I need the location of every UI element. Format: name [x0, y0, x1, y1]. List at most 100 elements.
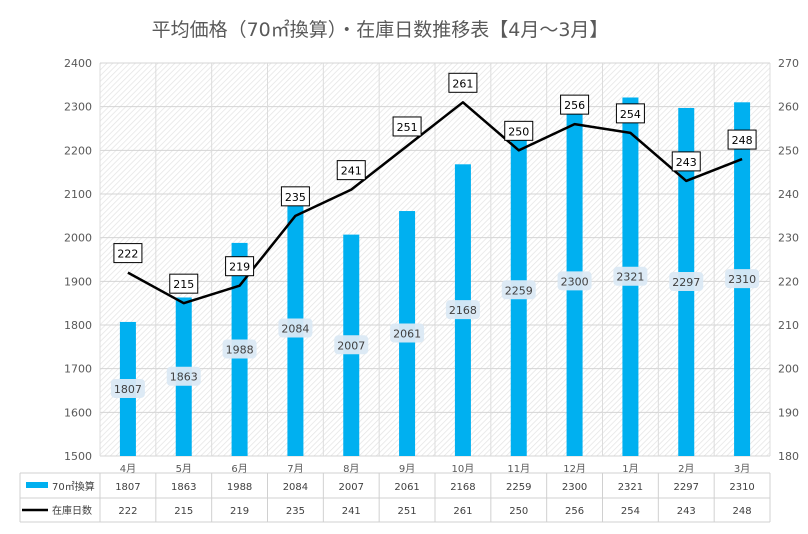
bar-value-label: 2084 — [281, 322, 309, 335]
line-value-label: 243 — [676, 156, 697, 169]
line-label-box — [113, 243, 143, 264]
line-label-box — [392, 116, 422, 137]
legend-label: 在庫日数 — [52, 504, 92, 517]
line-label-box — [560, 94, 590, 115]
bar-label-bg — [557, 271, 592, 291]
legend-key-bar — [26, 482, 48, 488]
line-value-label: 254 — [620, 108, 641, 121]
y-left-tick: 1600 — [64, 406, 92, 419]
bar-value-label: 2168 — [449, 304, 477, 317]
bar-label-bg — [334, 335, 369, 355]
table-cell: 2300 — [562, 482, 587, 493]
table-cell: 2061 — [394, 482, 419, 493]
x-tick-label: 11月 — [507, 463, 530, 475]
line-label-box — [727, 129, 757, 150]
line-label-box — [280, 186, 310, 207]
x-tick-label: 3月 — [734, 463, 750, 475]
legend-label: 70㎡換算 — [52, 480, 95, 493]
bar-label-bg — [445, 300, 480, 320]
y-right-tick: 210 — [778, 319, 799, 332]
table-cell: 215 — [174, 506, 193, 517]
bar-value-label: 2297 — [672, 276, 700, 289]
line-label-box — [336, 160, 366, 181]
x-tick-label: 6月 — [231, 463, 247, 475]
bar-value-label: 2300 — [561, 275, 589, 288]
line-value-label: 219 — [229, 261, 250, 274]
table-cell: 2259 — [506, 482, 531, 493]
line-series — [127, 101, 743, 305]
x-tick-label: 7月 — [287, 463, 303, 475]
x-tick-label: 5月 — [176, 463, 192, 475]
y-left-tick: 1700 — [64, 363, 92, 376]
y-right-tick: 220 — [778, 275, 799, 288]
y-right-tick: 200 — [778, 363, 799, 376]
y-left-tick: 1500 — [64, 450, 92, 463]
bar-value-label: 1988 — [226, 343, 254, 356]
y-left-tick: 2200 — [64, 144, 92, 157]
y-right-tick: 240 — [778, 188, 799, 201]
bar-value-label: 2321 — [616, 271, 644, 284]
bar-label-bg — [613, 266, 648, 286]
bar-label-bg — [501, 280, 536, 300]
table-cell: 251 — [398, 506, 417, 517]
table-cell: 235 — [286, 506, 305, 517]
bar-label-bg — [110, 378, 145, 398]
table-cell: 2168 — [450, 482, 475, 493]
bar-value-label: 2259 — [505, 284, 533, 297]
line-value-label: 215 — [173, 278, 194, 291]
bar-label-bg — [166, 366, 201, 386]
x-tick-label: 4月 — [120, 463, 136, 475]
y-left-tick: 2100 — [64, 188, 92, 201]
chart-title: 平均価格（70㎡換算）・在庫日数推移表【4月～3月】 — [152, 18, 609, 41]
bar-label-bg — [390, 323, 425, 343]
bar-value-label: 1807 — [114, 383, 142, 396]
x-tick-label: 10月 — [452, 463, 475, 475]
table-cell: 241 — [342, 506, 361, 517]
line-label-box — [448, 72, 478, 93]
bar-label-bg — [222, 339, 257, 359]
table-cell: 1863 — [171, 482, 196, 493]
y-left-tick: 2000 — [64, 232, 92, 245]
y-right-tick: 180 — [778, 450, 799, 463]
bar-value-label: 2310 — [728, 273, 756, 286]
table-cell: 248 — [733, 506, 752, 517]
table-cell: 2007 — [339, 482, 364, 493]
line-label-box — [671, 151, 701, 172]
table-cell: 222 — [118, 506, 137, 517]
x-tick-label: 2月 — [678, 463, 694, 475]
table-cell: 256 — [565, 506, 584, 517]
table-cell: 219 — [230, 506, 249, 517]
line-label-box — [504, 120, 534, 141]
table-cell: 2297 — [674, 482, 699, 493]
y-right-tick: 270 — [778, 57, 799, 70]
line-value-label: 241 — [341, 165, 362, 178]
bar-value-label: 2061 — [393, 328, 421, 341]
line-value-label: 248 — [732, 134, 753, 147]
x-tick-label: 12月 — [563, 463, 586, 475]
y-right-tick: 260 — [778, 101, 799, 114]
bar-label-bg — [278, 318, 313, 338]
table-cell: 261 — [453, 506, 472, 517]
table-cell: 243 — [677, 506, 696, 517]
bar-label-bg — [725, 269, 760, 289]
line-value-label: 222 — [117, 248, 138, 261]
table-cell: 2321 — [618, 482, 643, 493]
bar-value-label: 1863 — [170, 371, 198, 384]
bar-value-label: 2007 — [337, 339, 365, 352]
line-value-label: 251 — [397, 121, 418, 134]
x-tick-label: 9月 — [399, 463, 415, 475]
table-cell: 2084 — [283, 482, 308, 493]
y-left-tick: 1800 — [64, 319, 92, 332]
line-value-label: 250 — [508, 125, 529, 138]
y-right-tick: 250 — [778, 144, 799, 157]
line-label-box — [169, 273, 199, 294]
y-left-tick: 1900 — [64, 275, 92, 288]
table-cell: 2310 — [729, 482, 754, 493]
table-cell: 254 — [621, 506, 640, 517]
line-label-box — [225, 256, 255, 277]
x-tick-label: 1月 — [622, 463, 638, 475]
line-value-label: 256 — [564, 99, 585, 112]
table-cell: 250 — [509, 506, 528, 517]
